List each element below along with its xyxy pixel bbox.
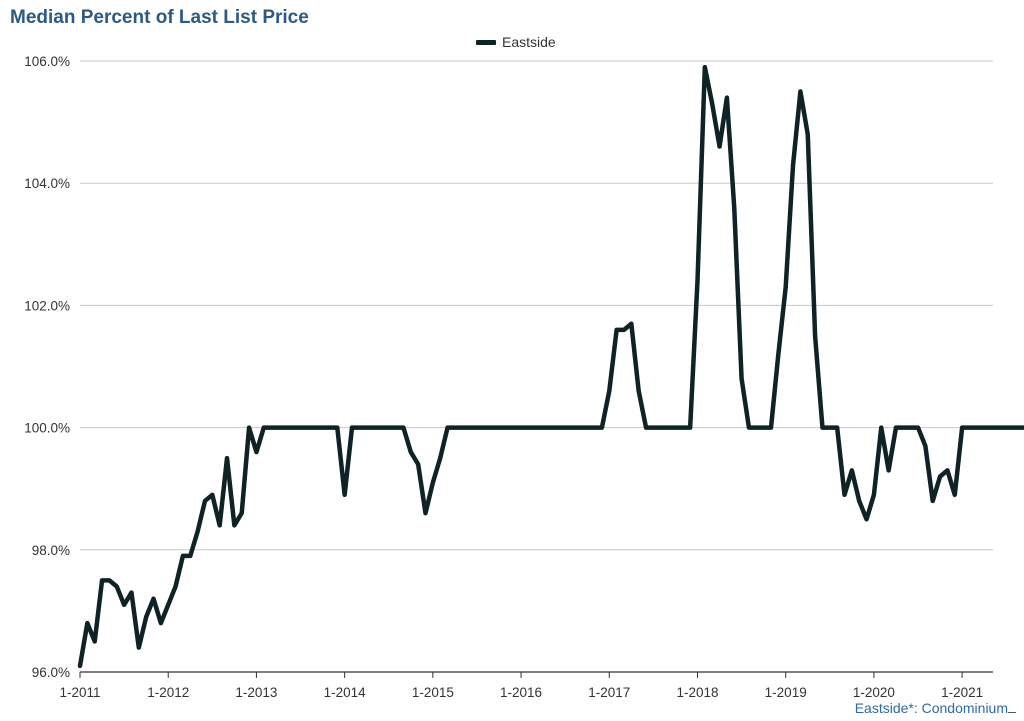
footnote: Eastside*: Condominium — [854, 700, 1008, 716]
y-tick-label: 102.0% — [24, 298, 70, 313]
chart-title: Median Percent of Last List Price — [10, 7, 309, 28]
x-tick-label: 1-2020 — [853, 685, 895, 700]
y-tick-label: 98.0% — [32, 543, 70, 558]
legend-swatch — [476, 39, 496, 45]
series-line-eastside — [77, 64, 1024, 669]
y-tick-label: 106.0% — [24, 54, 70, 69]
x-tick-label: 1-2012 — [147, 685, 189, 700]
x-tick-label: 1-2013 — [235, 685, 277, 700]
x-tick-label: 1-2016 — [500, 685, 542, 700]
x-tick-label: 1-2018 — [676, 685, 718, 700]
y-tick-label: 104.0% — [24, 176, 70, 191]
x-tick-label: 1-2021 — [941, 685, 983, 700]
y-axis: 96.0% 98.0% 100.0% 102.0% 104.0% 106.0% — [24, 54, 70, 680]
legend: Eastside — [476, 34, 556, 50]
x-tick-label: 1-2011 — [59, 685, 100, 700]
x-tick-label: 1-2019 — [765, 685, 807, 700]
y-tick-label: 100.0% — [24, 421, 70, 436]
x-axis: 1-2011 1-2012 1-2013 1-2014 1-2015 1-2016 1-20… — [59, 671, 993, 700]
x-tick-label: 1-2014 — [324, 685, 367, 700]
grid — [80, 60, 993, 673]
x-tick-label: 1-2015 — [412, 685, 454, 700]
x-tick-label: 1-2017 — [588, 685, 630, 700]
footnote-dash — [1008, 712, 1016, 713]
series-layer — [77, 64, 1024, 669]
legend-label: Eastside — [502, 34, 556, 50]
y-tick-label: 96.0% — [32, 665, 70, 680]
